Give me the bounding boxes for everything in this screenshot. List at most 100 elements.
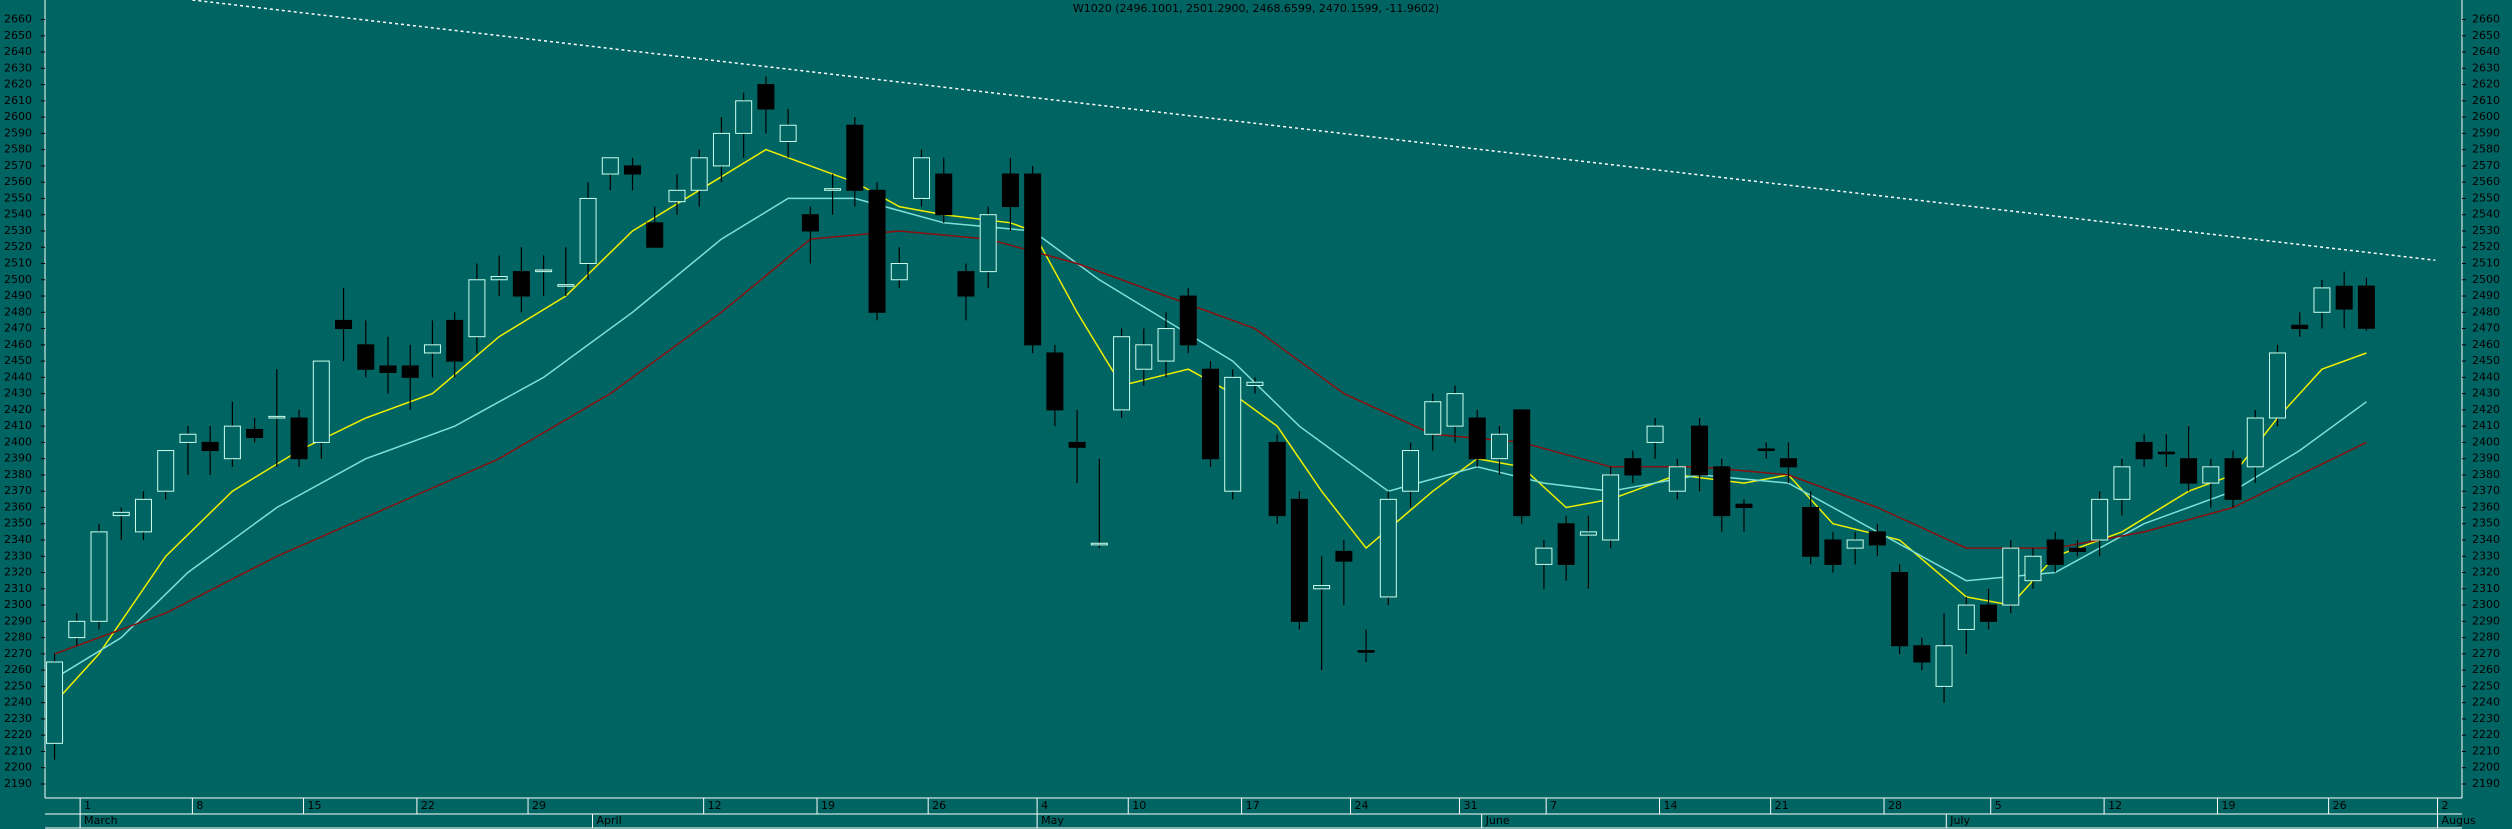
candle-body — [1424, 401, 1442, 435]
candle-body — [268, 415, 286, 419]
candle-body — [846, 124, 864, 191]
y-tick-label: 2460 — [4, 338, 32, 351]
y-tick-label-right: 2290 — [2472, 614, 2500, 627]
x-tick-label: 24 — [1355, 799, 1369, 812]
y-tick-label-right: 2490 — [2472, 289, 2500, 302]
candle-body — [1446, 393, 1464, 427]
candle-body — [1001, 173, 1019, 208]
y-tick-label: 2390 — [4, 452, 32, 465]
y-tick-label: 2550 — [4, 191, 32, 204]
x-tick-label: 31 — [1463, 799, 1477, 812]
candle-body — [801, 214, 819, 232]
y-tick-label-right: 2400 — [2472, 435, 2500, 448]
y-tick-label: 2200 — [4, 761, 32, 774]
candle-body — [1535, 547, 1553, 565]
candle-body — [357, 344, 375, 370]
y-tick-label-right: 2230 — [2472, 712, 2500, 725]
y-tick-label: 2310 — [4, 582, 32, 595]
candle-body — [1891, 572, 1909, 647]
y-tick-label: 2290 — [4, 614, 32, 627]
y-tick-label-right: 2530 — [2472, 224, 2500, 237]
y-tick-label-right: 2240 — [2472, 696, 2500, 709]
candle-body — [1668, 466, 1686, 492]
y-tick-label-right: 2330 — [2472, 549, 2500, 562]
candle-body — [757, 84, 775, 110]
y-tick-label: 2320 — [4, 566, 32, 579]
x-tick-label: 29 — [532, 799, 546, 812]
x-tick-label: 12 — [2108, 799, 2122, 812]
y-tick-label-right: 2640 — [2472, 45, 2500, 58]
candle-body — [2024, 555, 2042, 582]
candle-body — [134, 498, 152, 533]
moving-average — [54, 230, 2367, 655]
candle-body — [379, 365, 397, 373]
y-tick-label: 2520 — [4, 240, 32, 253]
y-tick-label-right: 2250 — [2472, 679, 2500, 692]
x-tick-label: 4 — [1041, 799, 1048, 812]
y-tick-label-right: 2320 — [2472, 566, 2500, 579]
y-tick-label-right: 2560 — [2472, 175, 2500, 188]
y-tick-label: 2430 — [4, 387, 32, 400]
candle-body — [2202, 466, 2220, 484]
candle-body — [2291, 324, 2309, 330]
candle-body — [1757, 448, 1775, 452]
x-tick-label: 26 — [932, 799, 946, 812]
y-tick-label: 2600 — [4, 110, 32, 123]
candle-body — [335, 319, 353, 330]
y-tick-label-right: 2590 — [2472, 126, 2500, 139]
y-tick-label-right: 2600 — [2472, 110, 2500, 123]
moving-average — [54, 197, 2367, 679]
candle-body — [690, 157, 708, 191]
candle-body — [2268, 352, 2286, 419]
y-tick-label-right: 2370 — [2472, 484, 2500, 497]
y-tick-label: 2330 — [4, 549, 32, 562]
candle-body — [1824, 539, 1842, 565]
x-tick-label: 1 — [84, 799, 91, 812]
candle-body — [2180, 458, 2198, 484]
candle-body — [179, 433, 197, 443]
candle-body — [1113, 336, 1131, 411]
candle-body — [1557, 523, 1575, 565]
y-tick-label-right: 2280 — [2472, 631, 2500, 644]
y-tick-label-right: 2410 — [2472, 419, 2500, 432]
candle-body — [1691, 425, 1709, 476]
y-tick-label-right: 2500 — [2472, 273, 2500, 286]
candle-body — [824, 188, 842, 191]
candle-body — [2246, 417, 2264, 468]
y-tick-label-right: 2450 — [2472, 354, 2500, 367]
y-tick-label-right: 2470 — [2472, 322, 2500, 335]
candle-body — [2068, 547, 2086, 552]
y-tick-label-right: 2540 — [2472, 208, 2500, 221]
y-tick-label: 2370 — [4, 484, 32, 497]
y-tick-label-right: 2480 — [2472, 305, 2500, 318]
candle-body — [624, 165, 642, 175]
y-tick-label: 2620 — [4, 78, 32, 91]
y-tick-label: 2480 — [4, 305, 32, 318]
candle-body — [2135, 441, 2153, 460]
y-tick-label: 2280 — [4, 631, 32, 644]
candle-body — [2046, 539, 2064, 565]
y-tick-label-right: 2570 — [2472, 159, 2500, 172]
candle-body — [1980, 604, 1998, 622]
y-tick-label-right: 2310 — [2472, 582, 2500, 595]
y-tick-label: 2240 — [4, 696, 32, 709]
y-tick-label: 2530 — [4, 224, 32, 237]
candle-body — [935, 173, 953, 216]
y-tick-label: 2350 — [4, 517, 32, 530]
y-tick-label-right: 2210 — [2472, 744, 2500, 757]
candle-body — [1024, 173, 1042, 346]
candle-body — [312, 360, 330, 443]
x-tick-label: 5 — [1995, 799, 2002, 812]
month-label: June — [1485, 814, 1510, 827]
candle-body — [579, 197, 597, 264]
candle-body — [2357, 285, 2375, 329]
y-tick-label-right: 2300 — [2472, 598, 2500, 611]
y-tick-label: 2360 — [4, 500, 32, 513]
candle-body — [1624, 458, 1642, 476]
candle-body — [201, 441, 219, 452]
y-tick-label: 2250 — [4, 679, 32, 692]
candle-body — [1957, 604, 1975, 630]
chart-title: W1020 (2496.1001, 2501.2900, 2468.6599, … — [1073, 2, 1439, 15]
y-tick-label-right: 2650 — [2472, 29, 2500, 42]
y-tick-label: 2220 — [4, 728, 32, 741]
